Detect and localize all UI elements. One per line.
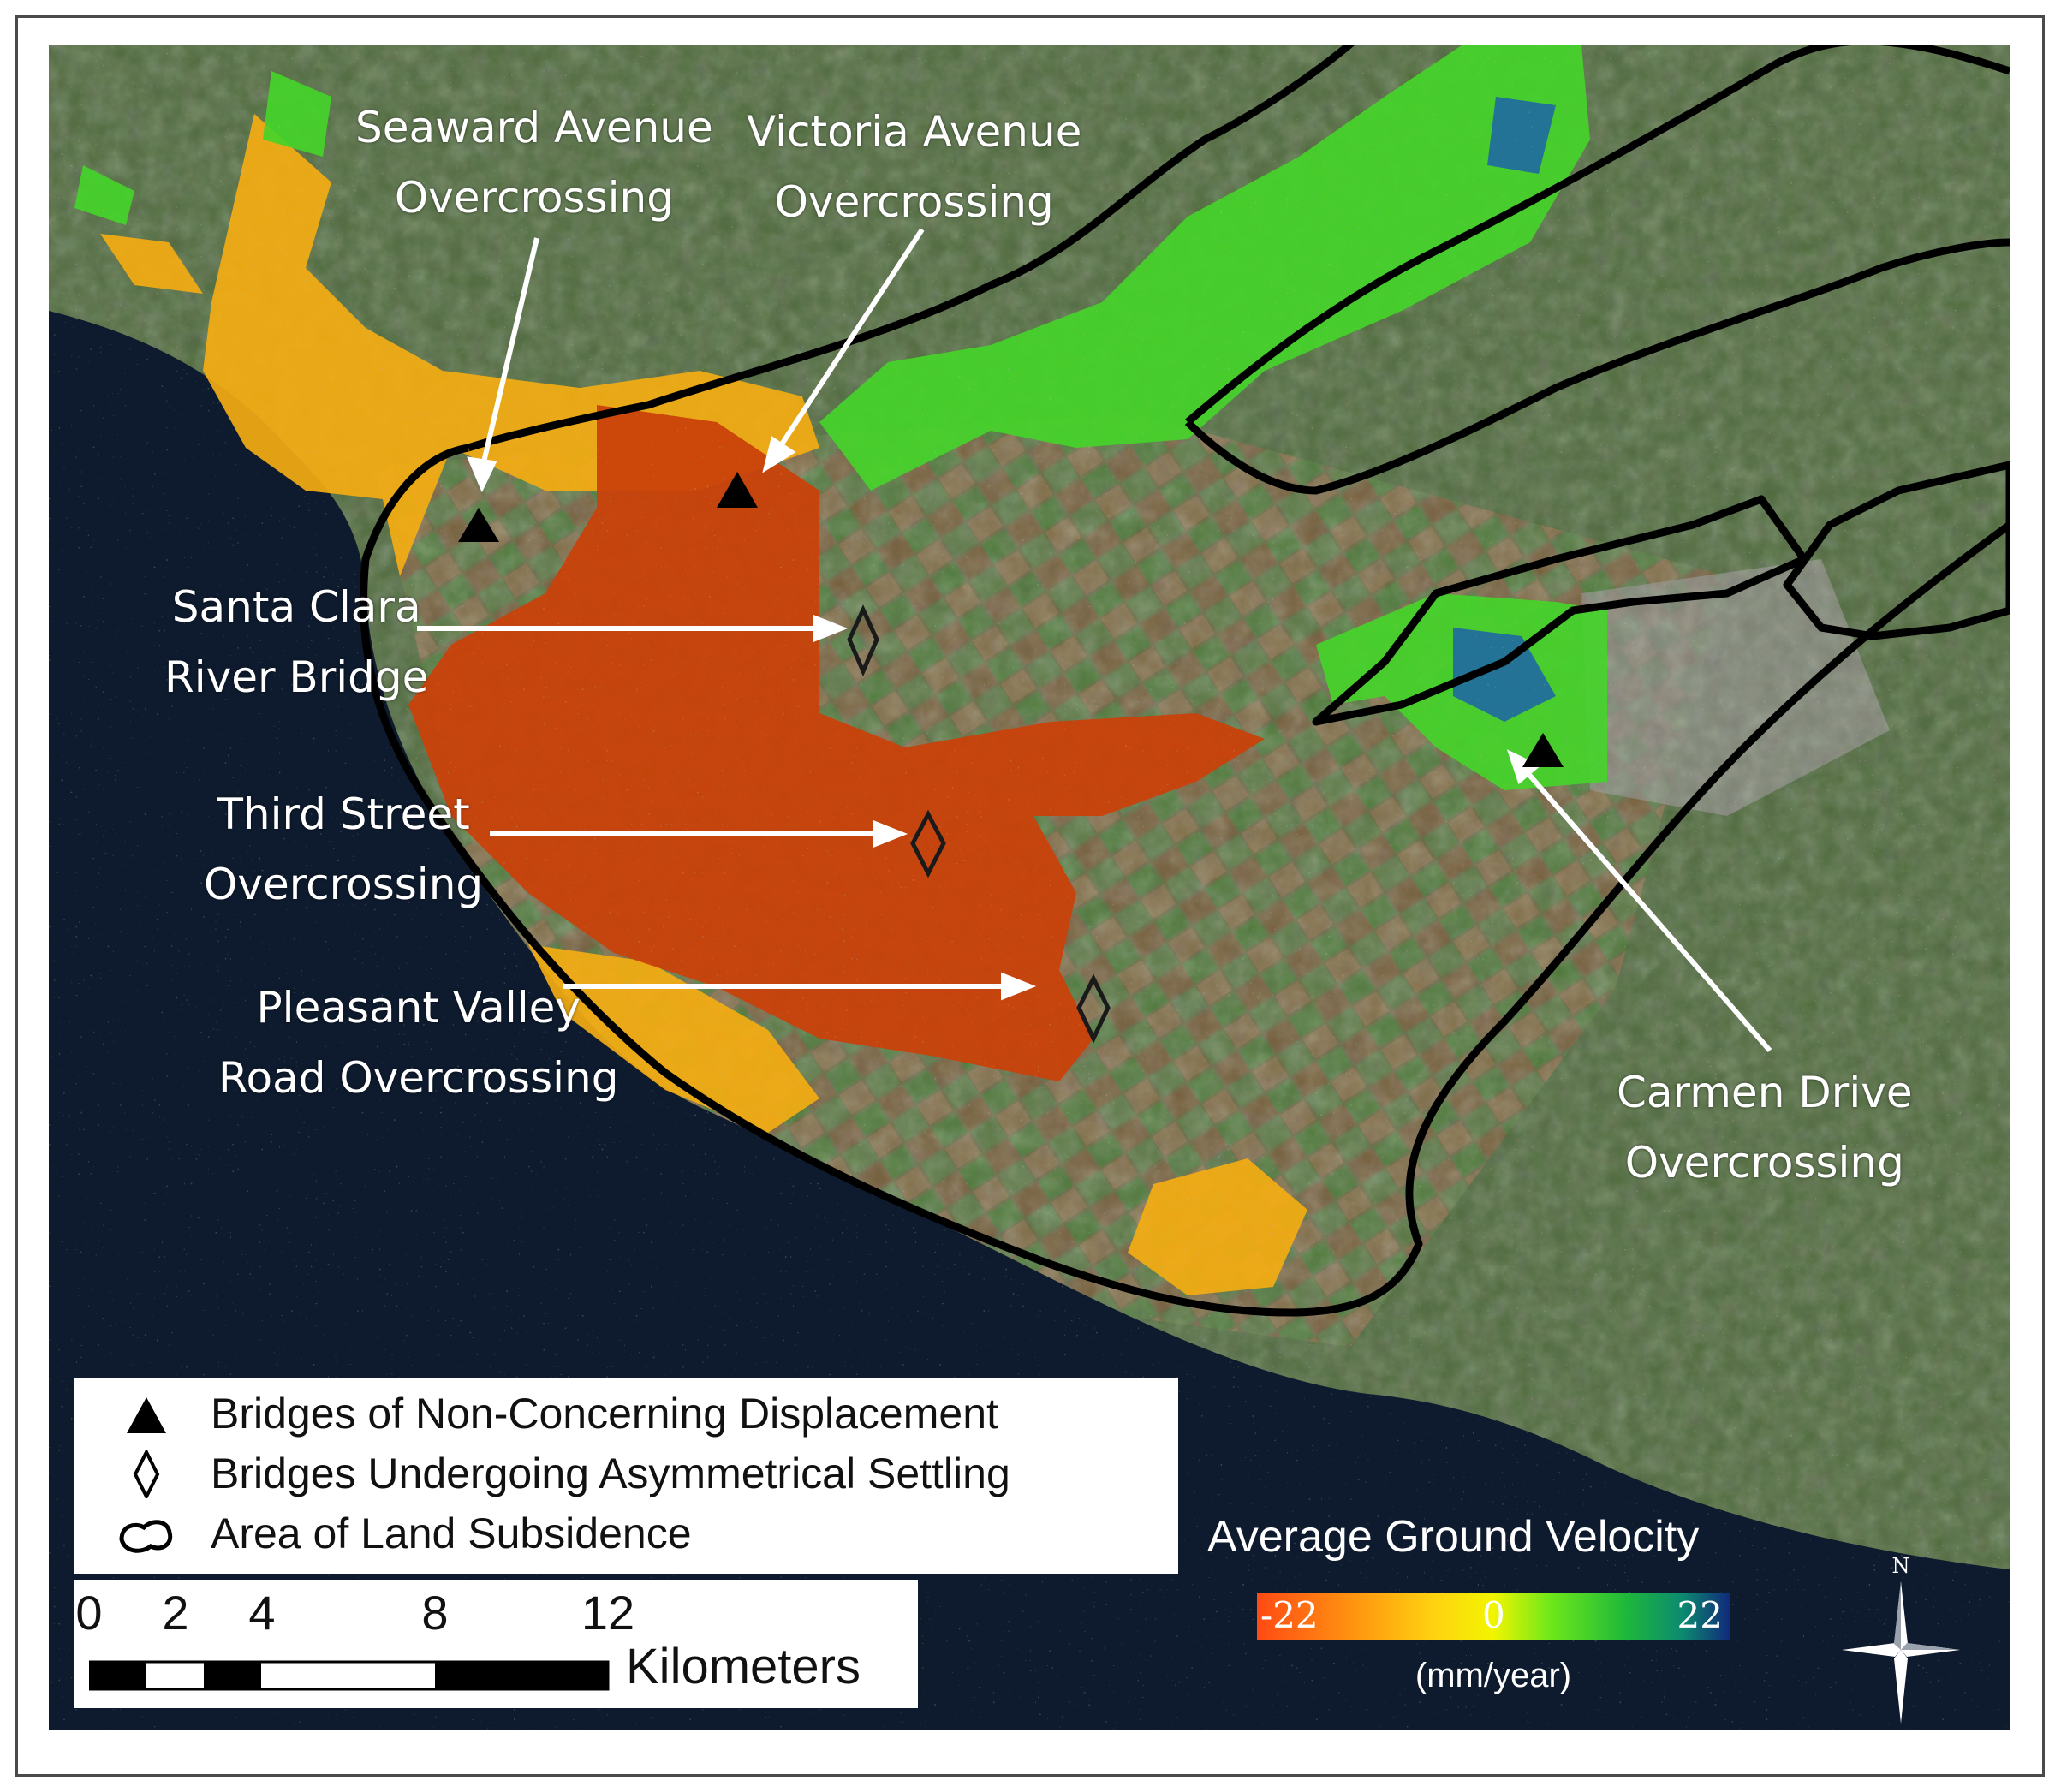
callout-line: Road Overcrossing [218, 1053, 619, 1103]
callout-arrows [417, 228, 1772, 1052]
scale-bar-segments [89, 1660, 610, 1691]
compass-rose-icon: N [1842, 1554, 1960, 1724]
callout-line: Seaward Avenue [355, 103, 713, 152]
scale-tick: 8 [421, 1586, 449, 1640]
scale-tick: 2 [162, 1586, 189, 1640]
scale-tick: 12 [581, 1586, 635, 1640]
filled-triangle-icon [127, 1397, 166, 1433]
legend-item-diamond: Bridges Undergoing Asymmetrical Settling [74, 1444, 1178, 1503]
bridge-santa-clara-diamond [847, 604, 879, 677]
bridge-third-street-diamond [910, 809, 946, 878]
colorbar-min-label: -22 [1260, 1594, 1319, 1636]
callout-victoria-avenue: Victoria Avenue Overcrossing [747, 97, 1081, 237]
bridge-pleasant-valley-diamond [1076, 973, 1111, 1044]
bridge-seaward-triangle [458, 508, 499, 542]
callout-pleasant-valley: Pleasant Valley Road Overcrossing [218, 973, 618, 1113]
colorbar-max-label: 22 [1677, 1594, 1723, 1636]
bridge-victoria-triangle [717, 472, 758, 508]
map-legend: Bridges of Non-Concerning Displacement B… [74, 1378, 1178, 1574]
legend-label: Bridges Undergoing Asymmetrical Settling [211, 1450, 1010, 1497]
callout-line: Overcrossing [394, 173, 674, 223]
colorbar-title: Average Ground Velocity [1207, 1512, 1700, 1562]
colorbar-unit: (mm/year) [1415, 1657, 1572, 1694]
callout-line: Third Street [217, 789, 470, 839]
scale-unit-label: Kilometers [626, 1639, 861, 1694]
callout-line: Pleasant Valley [256, 983, 581, 1033]
legend-item-polygon: Area of Land Subsidence [74, 1503, 1178, 1563]
callout-line: Overcrossing [204, 860, 484, 909]
callout-line: Overcrossing [774, 177, 1054, 227]
callout-line: Carmen Drive [1617, 1068, 1913, 1117]
north-label: N [1892, 1554, 1910, 1578]
callout-line: River Bridge [164, 652, 429, 702]
scale-tick: 4 [248, 1586, 276, 1640]
callout-line: Overcrossing [1624, 1138, 1904, 1188]
legend-item-triangle: Bridges of Non-Concerning Displacement [74, 1384, 1178, 1444]
legend-label: Bridges of Non-Concerning Displacement [211, 1390, 998, 1438]
scale-tick: 0 [75, 1586, 103, 1640]
legend-label: Area of Land Subsidence [211, 1509, 692, 1557]
callout-santa-clara-river-bridge: Santa Clara River Bridge [164, 572, 428, 712]
hollow-diamond-icon [133, 1450, 160, 1498]
outline-polygon-icon [119, 1520, 173, 1553]
colorbar: -22 0 22 [1257, 1593, 1730, 1640]
callout-line: Santa Clara [171, 582, 421, 632]
callout-line: Victoria Avenue [747, 107, 1082, 157]
colorbar-mid-label: 0 [1482, 1594, 1505, 1636]
callout-seaward-avenue: Seaward Avenue Overcrossing [355, 92, 713, 233]
callout-third-street: Third Street Overcrossing [204, 779, 483, 920]
subsidence-boundary [360, 45, 2010, 1317]
callout-carmen-drive: Carmen Drive Overcrossing [1617, 1057, 1913, 1198]
scale-bar: 0 2 4 8 12 Kilometers [74, 1580, 918, 1708]
bridge-carmen-triangle [1522, 733, 1564, 767]
